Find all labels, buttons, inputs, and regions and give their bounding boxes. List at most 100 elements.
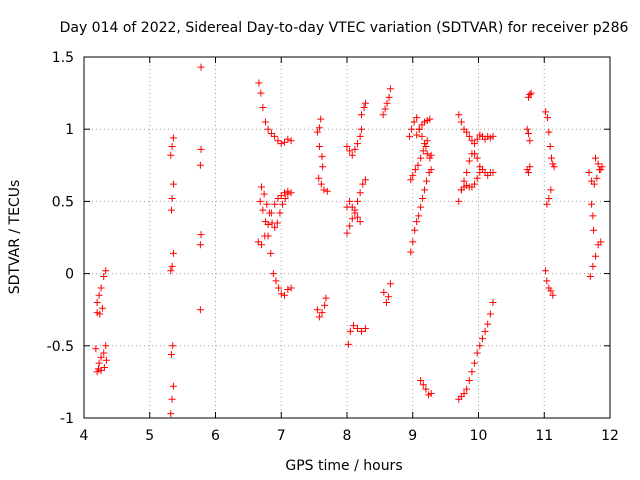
data-point	[386, 280, 394, 288]
data-point	[542, 267, 550, 275]
data-point	[423, 150, 431, 158]
x-tick-label: 8	[343, 428, 352, 444]
data-point	[167, 410, 175, 418]
data-point	[422, 143, 430, 151]
data-point	[320, 186, 328, 194]
data-point	[549, 160, 557, 168]
data-point	[468, 368, 476, 376]
data-point	[419, 147, 427, 155]
data-point	[426, 154, 434, 162]
data-point	[313, 306, 321, 314]
data-point	[489, 169, 497, 177]
data-point	[281, 138, 289, 146]
data-point	[356, 132, 364, 140]
data-point	[354, 140, 362, 148]
chart-title: Day 014 of 2022, Sidereal Day-to-day VTE…	[60, 20, 629, 36]
data-point	[524, 93, 532, 101]
data-point	[267, 130, 275, 138]
data-point	[598, 163, 606, 171]
data-point	[455, 197, 463, 205]
data-point	[543, 200, 551, 208]
data-point	[409, 171, 417, 179]
data-point	[318, 153, 326, 161]
data-point	[169, 180, 177, 188]
data-point	[317, 115, 325, 123]
data-point	[255, 79, 263, 87]
data-point	[543, 277, 551, 285]
data-point	[414, 161, 422, 169]
data-point	[473, 154, 481, 162]
data-point	[351, 145, 359, 153]
data-point	[254, 238, 262, 246]
data-point	[264, 125, 272, 133]
data-point	[417, 203, 425, 211]
data-point	[196, 161, 204, 169]
data-point	[546, 143, 554, 151]
data-point	[100, 272, 108, 280]
data-point	[545, 195, 553, 203]
data-point	[348, 151, 356, 159]
data-point	[421, 186, 429, 194]
y-tick-label: 0.5	[52, 194, 74, 210]
data-point	[360, 104, 368, 112]
data-point	[284, 285, 292, 293]
data-point	[524, 130, 532, 138]
data-point	[315, 124, 323, 132]
data-point	[550, 163, 558, 171]
data-point	[261, 118, 269, 126]
data-point	[271, 132, 279, 140]
data-point	[276, 209, 284, 217]
data-point	[343, 143, 351, 151]
data-point	[287, 189, 295, 197]
data-point	[526, 163, 534, 171]
data-point	[481, 327, 489, 335]
data-point	[92, 345, 100, 353]
data-point	[95, 359, 103, 367]
data-point	[322, 294, 330, 302]
data-point	[284, 187, 292, 195]
data-point	[287, 137, 295, 145]
data-point	[269, 270, 277, 278]
data-point	[261, 218, 269, 226]
data-point	[586, 272, 594, 280]
data-point	[168, 195, 176, 203]
data-point	[169, 134, 177, 142]
data-point	[542, 108, 550, 116]
data-point	[476, 342, 484, 350]
data-point	[593, 174, 601, 182]
data-point	[169, 382, 177, 390]
data-point	[343, 229, 351, 237]
data-point	[589, 212, 597, 220]
data-point	[465, 157, 473, 165]
data-point	[382, 298, 390, 306]
data-point	[97, 353, 105, 361]
data-point	[417, 376, 425, 384]
data-point	[260, 190, 268, 198]
x-tick-label: 7	[277, 428, 286, 444]
data-point	[323, 187, 331, 195]
data-point	[419, 381, 427, 389]
data-point	[102, 342, 110, 350]
data-point	[545, 128, 553, 136]
data-point	[272, 277, 280, 285]
x-tick-label: 4	[80, 428, 89, 444]
data-point	[592, 252, 600, 260]
data-point	[465, 132, 473, 140]
data-point	[356, 189, 364, 197]
data-point	[98, 304, 106, 312]
data-point	[313, 128, 321, 136]
data-point	[273, 219, 281, 227]
data-point	[93, 298, 101, 306]
data-point	[457, 118, 465, 126]
data-point	[589, 262, 597, 270]
data-point	[275, 284, 283, 292]
data-point	[169, 342, 177, 350]
y-tick-label: 1.5	[52, 50, 74, 66]
data-point	[463, 385, 471, 393]
data-point	[354, 197, 362, 205]
data-point	[386, 85, 394, 93]
data-point	[484, 320, 492, 328]
data-point	[471, 359, 479, 367]
data-point	[361, 99, 369, 107]
